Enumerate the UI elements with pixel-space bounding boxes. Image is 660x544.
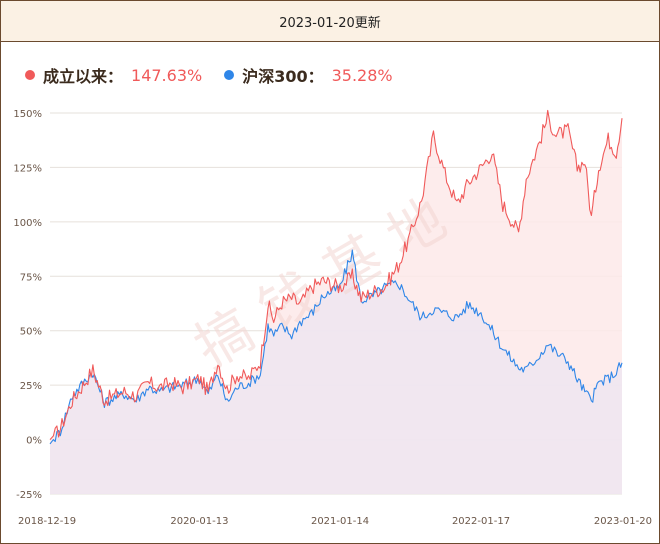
y-tick-label: 25% [20, 381, 42, 392]
y-tick-label: 125% [13, 163, 42, 174]
update-date-label: 2023-01-20更新 [279, 15, 381, 31]
x-tick-label: 2021-01-14 [311, 516, 369, 527]
legend-item-fund[interactable]: 成立以来： 147.63% [25, 63, 202, 87]
legend-fund-name: 成立以来： [43, 67, 124, 86]
y-tick-label: 75% [20, 272, 42, 283]
series-lines [49, 109, 623, 445]
x-axis-ticks: 2018-12-19 2020-01-13 2021-01-14 2022-01-17… [18, 516, 652, 527]
x-tick-label: 2020-01-13 [170, 516, 228, 527]
x-tick-label: 2018-12-19 [18, 516, 76, 527]
x-tick-label: 2023-01-20 [594, 516, 652, 527]
series-line-fund [49, 109, 623, 440]
legend: 成立以来： 147.63% 沪深300： 35.28% [25, 63, 415, 87]
fund-series-dot-icon [25, 70, 35, 80]
update-date-header: 2023-01-20更新 [1, 1, 659, 42]
legend-fund-value: 147.63% [131, 65, 203, 85]
legend-item-index[interactable]: 沪深300： 35.28% [224, 63, 393, 87]
legend-index-value: 35.28% [331, 65, 393, 85]
y-tick-label: -25% [16, 490, 42, 501]
x-tick-label: 2022-01-17 [452, 516, 510, 527]
index-series-dot-icon [224, 70, 235, 80]
y-tick-label: 150% [13, 109, 42, 120]
series-fills [50, 110, 622, 495]
y-tick-label: 50% [20, 327, 42, 338]
y-tick-label: 0% [26, 436, 42, 447]
legend-index-name: 沪深300： [242, 67, 324, 86]
y-tick-label: 100% [13, 218, 42, 229]
y-axis-ticks: 150% 125% 100% 75% 50% 25% 0% -25% [13, 109, 42, 501]
series-area-index [50, 250, 622, 494]
